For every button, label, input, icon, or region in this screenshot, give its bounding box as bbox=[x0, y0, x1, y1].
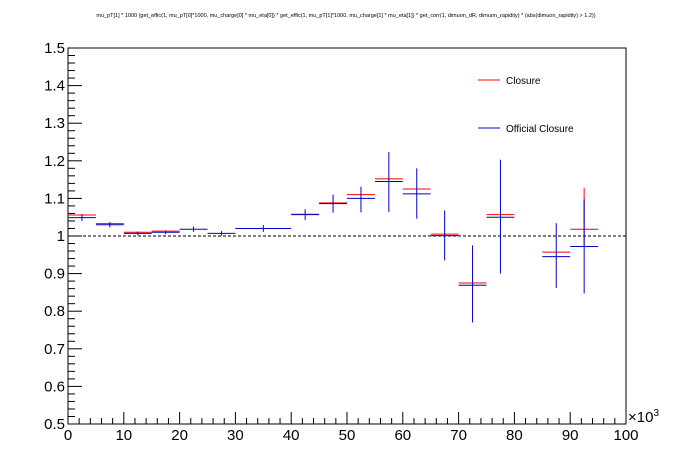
x-tick-label: 100 bbox=[613, 427, 638, 444]
x-axis-exponent-base: ×10 bbox=[628, 409, 653, 426]
x-axis-exponent: ×103 bbox=[628, 408, 659, 426]
y-tick-label: 0.7 bbox=[44, 341, 65, 358]
y-tick-label: 1.2 bbox=[44, 153, 65, 170]
plot-frame: 0.5 0.6 0.7 0.8 0.9 1 1.1 1.2 1.3 1.4 1.5 0 10 20 30 40… bbox=[44, 40, 638, 444]
y-tick-label: 1.3 bbox=[44, 115, 65, 132]
x-tick-label: 70 bbox=[450, 427, 467, 444]
legend: Closure Official Closure bbox=[478, 76, 574, 135]
y-tick-label: 0.6 bbox=[44, 378, 65, 395]
y-tick-label: 1 bbox=[57, 228, 65, 245]
x-tick-label: 90 bbox=[562, 427, 579, 444]
x-tick-label: 10 bbox=[115, 427, 132, 444]
series-official-closure bbox=[68, 152, 599, 323]
x-tick-label: 50 bbox=[339, 427, 356, 444]
y-tick-label: 0.5 bbox=[44, 416, 65, 433]
data-points-group bbox=[68, 152, 599, 323]
x-tick-label: 20 bbox=[171, 427, 188, 444]
y-tick-label: 0.8 bbox=[44, 303, 65, 320]
x-tick-label: 80 bbox=[506, 427, 523, 444]
chart-title: mu_pT[1] * 1000 (get_effic(1, mu_pT[0]*1… bbox=[96, 13, 595, 19]
y-tick-label: 1.4 bbox=[44, 78, 65, 95]
y-tick-label: 0.9 bbox=[44, 266, 65, 283]
y-tick-label: 1.1 bbox=[44, 190, 65, 207]
legend-label: Closure bbox=[506, 76, 541, 87]
x-tick-label: 30 bbox=[227, 427, 244, 444]
x-tick-label: 40 bbox=[283, 427, 300, 444]
legend-label: Official Closure bbox=[506, 124, 574, 135]
y-tick-label: 1.5 bbox=[44, 40, 65, 57]
x-tick-label: 60 bbox=[394, 427, 411, 444]
x-tick-label: 0 bbox=[64, 427, 72, 444]
x-axis-exponent-power: 3 bbox=[653, 408, 659, 419]
